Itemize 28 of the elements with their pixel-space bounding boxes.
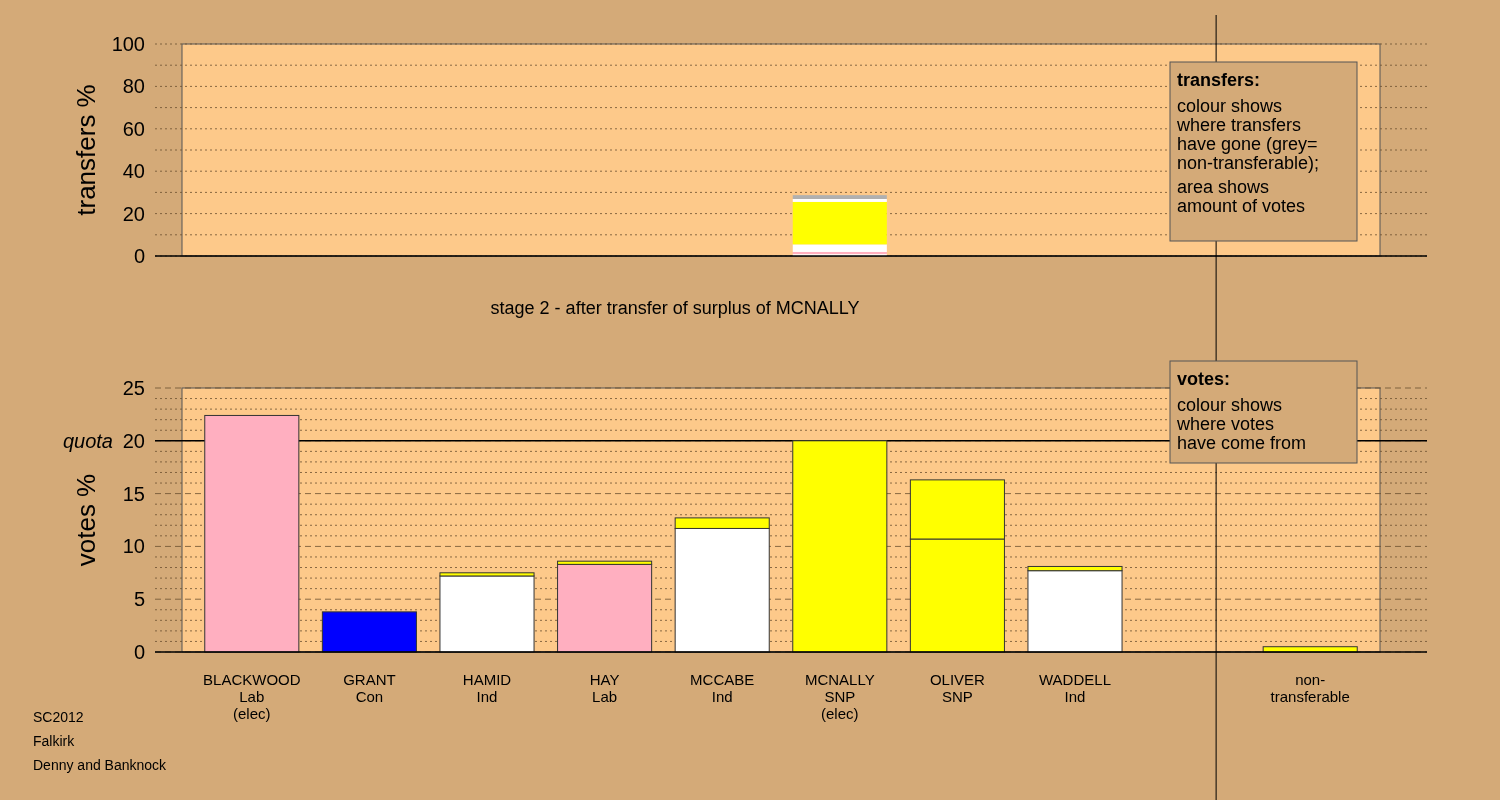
y-axis-title: transfers % <box>71 84 101 216</box>
x-tick-label: non- transferable <box>1270 671 1350 705</box>
ref-line-label: quota <box>62 429 113 452</box>
x-tick-label: BLACKWOOD Lab (elec) <box>203 671 301 722</box>
y-tick-label: 0 <box>133 641 145 663</box>
y-tick-label: 20 <box>122 429 145 452</box>
y-tick-label: 80 <box>122 75 145 98</box>
y-tick-label: 100 <box>111 33 145 55</box>
x-tick-label: MCCABE Ind <box>690 671 755 705</box>
y-tick-label: 5 <box>133 588 145 611</box>
y-tick-label: 0 <box>133 245 145 267</box>
x-tick-label: HAMID Ind <box>462 671 512 705</box>
text: SC2012 Falkirk Denny and Banknock <box>33 709 168 773</box>
x-tick-label: HAY Lab <box>589 671 620 705</box>
x-tick-label: GRANT Con <box>343 671 396 705</box>
y-tick-label: 15 <box>122 482 145 505</box>
x-tick-label: MCNALLY SNP (elec) <box>804 671 875 722</box>
y-axis-title: votes % <box>71 473 101 567</box>
annotation: transfers: colour shows where transfers have gone (grey= non-transferable); area shows amount of votes <box>1176 70 1320 216</box>
x-tick-label: WADDELL Ind <box>1039 671 1111 705</box>
y-tick-label: 20 <box>122 202 145 225</box>
y-tick-label: 10 <box>122 535 145 558</box>
y-tick-label: 60 <box>122 117 145 140</box>
chart-title: stage 2 - after transfer of surplus of MCNALLY <box>490 298 860 318</box>
x-tick-label: OLIVER SNP <box>929 671 986 705</box>
y-tick-label: 25 <box>122 377 145 399</box>
y-tick-label: 40 <box>122 160 145 183</box>
annotation: votes: colour shows where votes have come from <box>1176 369 1307 453</box>
